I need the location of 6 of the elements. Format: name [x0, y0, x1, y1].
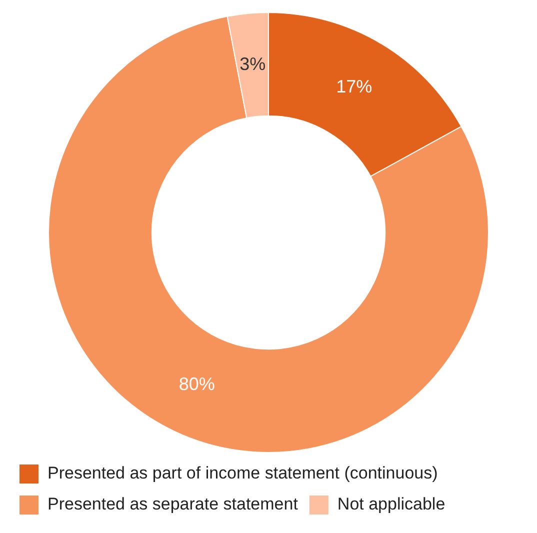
legend-label: Presented as separate statement: [48, 494, 298, 514]
legend-label: Presented as part of income statement (continuous): [48, 464, 438, 483]
legend-label: Not applicable: [337, 494, 446, 514]
data-label: 17%: [336, 76, 372, 97]
data-label: 3%: [240, 54, 266, 74]
data-label: 80%: [178, 374, 215, 394]
